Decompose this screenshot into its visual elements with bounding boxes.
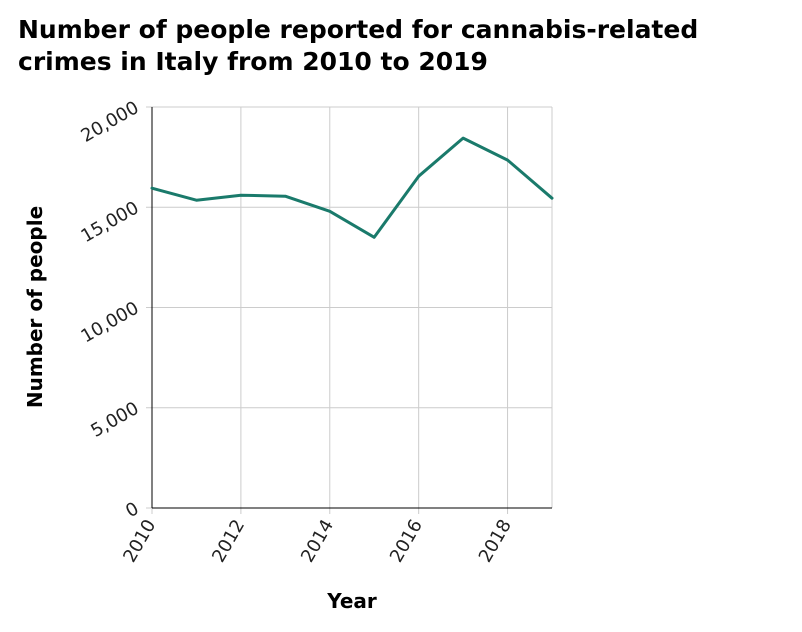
x-tick-label: 2016 — [386, 516, 427, 566]
y-axis-ticks: 0 5,000 10,000 15,000 20,000 — [77, 97, 142, 522]
y-tick-label: 20,000 — [77, 97, 142, 147]
x-tick-label: 2018 — [475, 516, 516, 566]
y-tick-label: 0 — [122, 498, 142, 522]
y-tick-label: 15,000 — [77, 197, 142, 247]
x-tick-label: 2010 — [119, 516, 160, 566]
series-line — [150, 136, 554, 239]
series-layer — [150, 136, 554, 239]
x-tick-label: 2014 — [297, 516, 338, 566]
chart-title: Number of people reported for cannabis-r… — [18, 15, 699, 76]
y-axis-title: Number of people — [23, 206, 47, 408]
gridlines — [146, 106, 553, 514]
y-tick-label: 10,000 — [77, 298, 142, 348]
x-axis-ticks: 2010 2012 2014 2016 2018 — [119, 516, 516, 566]
x-axis-title: Year — [326, 589, 377, 613]
x-tick-label: 2012 — [208, 516, 249, 566]
y-tick-label: 5,000 — [87, 398, 142, 442]
